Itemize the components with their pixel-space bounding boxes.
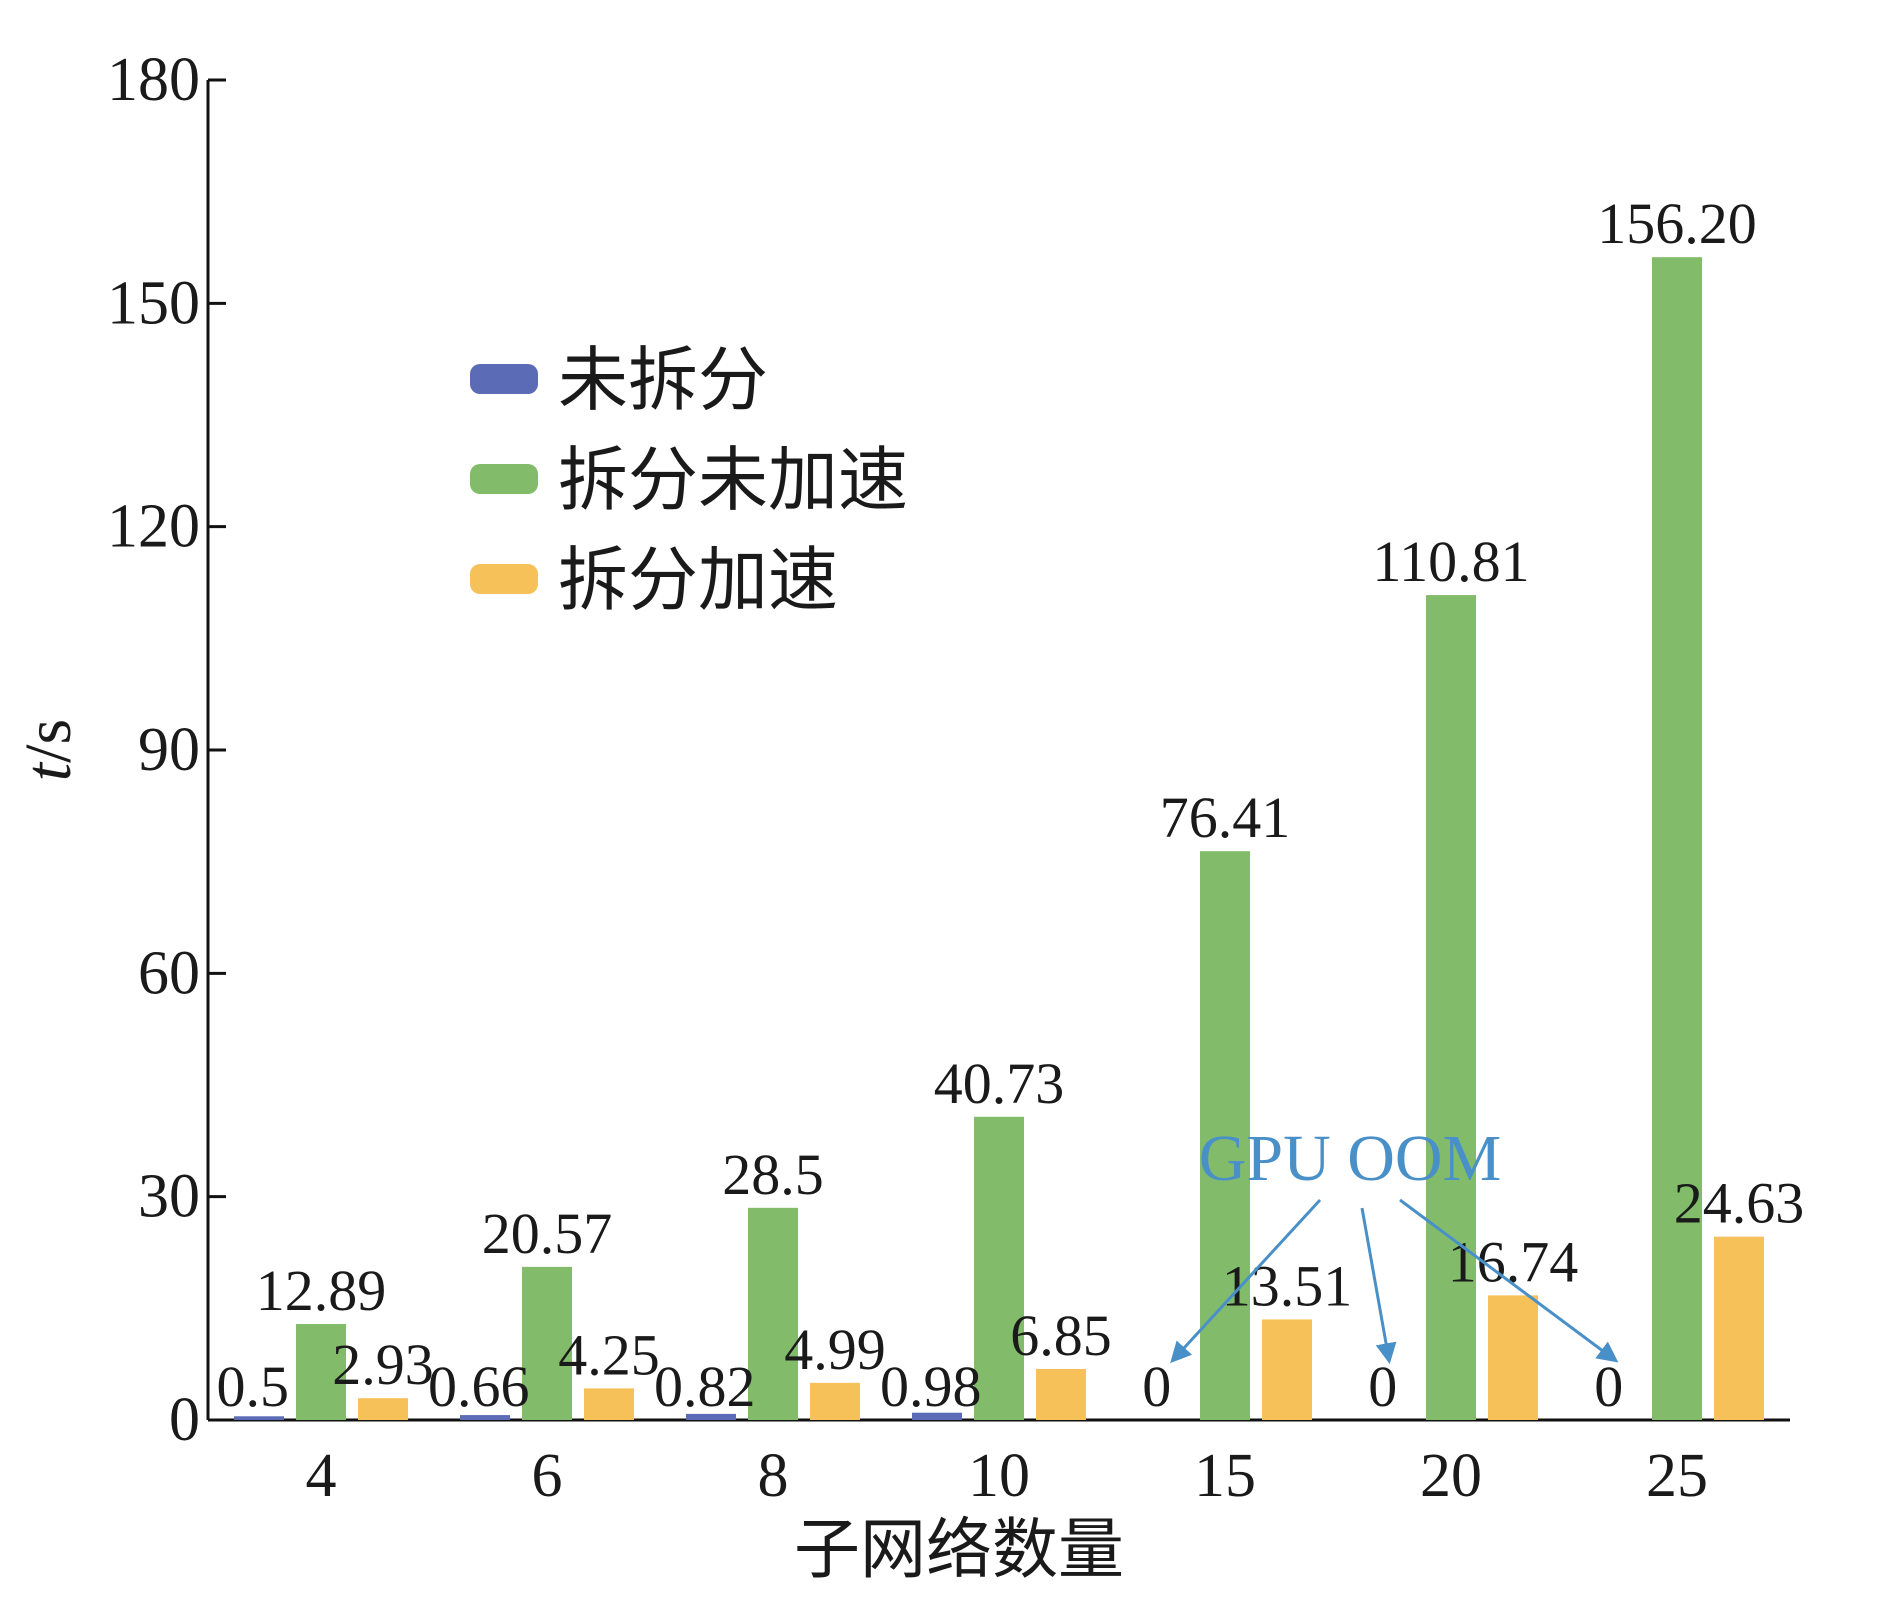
bar	[748, 1207, 798, 1420]
bar	[1200, 851, 1250, 1420]
x-tick-label: 25	[1646, 1442, 1708, 1510]
data-label: 2.93	[332, 1332, 434, 1397]
data-label: 4.99	[784, 1317, 886, 1382]
y-axis-title: t/s	[12, 719, 85, 781]
data-label: 0.66	[428, 1354, 530, 1419]
legend-swatch	[470, 464, 538, 494]
y-tick-label: 0	[169, 1386, 200, 1454]
data-label: 76.41	[1160, 785, 1291, 850]
bar	[234, 1416, 284, 1420]
annotation-arrow	[1399, 1198, 1619, 1363]
x-tick-label: 20	[1420, 1442, 1482, 1510]
y-tick-label: 150	[107, 269, 200, 337]
data-label: 0	[1142, 1354, 1171, 1419]
x-tick-label: 15	[1194, 1442, 1256, 1510]
y-tick-label: 90	[138, 716, 200, 784]
bar	[1714, 1236, 1764, 1420]
data-label: 12.89	[256, 1258, 387, 1323]
y-tick-label: 30	[138, 1163, 200, 1231]
data-labels: 0.5 0.66 0.82 0.98 0 0 0 12.89 20.57 28.5 40.73 76.…	[217, 191, 1805, 1419]
y-tick-label: 60	[138, 939, 200, 1007]
x-tick-label: 8	[758, 1442, 789, 1510]
data-label: 0	[1368, 1354, 1397, 1419]
annotation-arrow	[1360, 1207, 1397, 1365]
legend-swatch	[470, 364, 538, 394]
x-axis-title: 子网络数量	[794, 1514, 1124, 1587]
bar	[522, 1266, 572, 1420]
x-tick-label: 10	[968, 1442, 1030, 1510]
data-label: 110.81	[1372, 529, 1529, 594]
data-label: 156.20	[1597, 191, 1757, 256]
bar	[1262, 1319, 1312, 1420]
legend-swatch	[470, 564, 538, 594]
y-tick-label: 180	[107, 46, 200, 114]
bar	[1036, 1369, 1086, 1420]
data-label: 4.25	[558, 1322, 660, 1387]
annotation-arrow	[1170, 1198, 1322, 1364]
y-axis-title-unit: /s	[12, 719, 85, 763]
gpu-oom-annotation: GPU OOM	[1170, 1122, 1619, 1365]
bar	[1426, 595, 1476, 1420]
bar	[296, 1324, 346, 1420]
axes: 0 30 60 90 120 150 180 4 6 8 10 15 20 25	[107, 46, 1790, 1510]
axis-titles: 子网络数量 t/s	[12, 719, 1124, 1587]
legend-label: 未拆分	[558, 343, 768, 420]
data-label: 0.98	[880, 1354, 982, 1419]
data-label: 20.57	[482, 1201, 613, 1266]
bar	[974, 1116, 1024, 1420]
data-label: 40.73	[934, 1051, 1065, 1116]
data-label: 6.85	[1010, 1303, 1112, 1368]
legend-label: 拆分未加速	[558, 443, 908, 520]
bar	[1652, 257, 1702, 1421]
data-label: 28.5	[722, 1142, 824, 1207]
data-label: 24.63	[1674, 1171, 1805, 1236]
data-label: 0	[1594, 1354, 1623, 1419]
bars	[234, 257, 1764, 1421]
y-axis-title-var: t	[12, 761, 85, 781]
bar	[810, 1382, 860, 1420]
bar	[358, 1398, 408, 1420]
y-tick-label: 120	[107, 493, 200, 561]
x-tick-label: 4	[306, 1442, 337, 1510]
legend-label: 拆分加速	[558, 543, 838, 620]
bar	[686, 1413, 736, 1420]
annotation-text: GPU OOM	[1199, 1122, 1502, 1195]
data-label: 0.82	[654, 1354, 756, 1419]
x-tick-label: 6	[532, 1442, 563, 1510]
bar	[1488, 1295, 1538, 1420]
bar	[460, 1415, 510, 1420]
data-label: 0.5	[217, 1354, 290, 1419]
data-label: 13.51	[1222, 1253, 1353, 1318]
bar	[912, 1412, 962, 1420]
bar	[584, 1388, 634, 1420]
